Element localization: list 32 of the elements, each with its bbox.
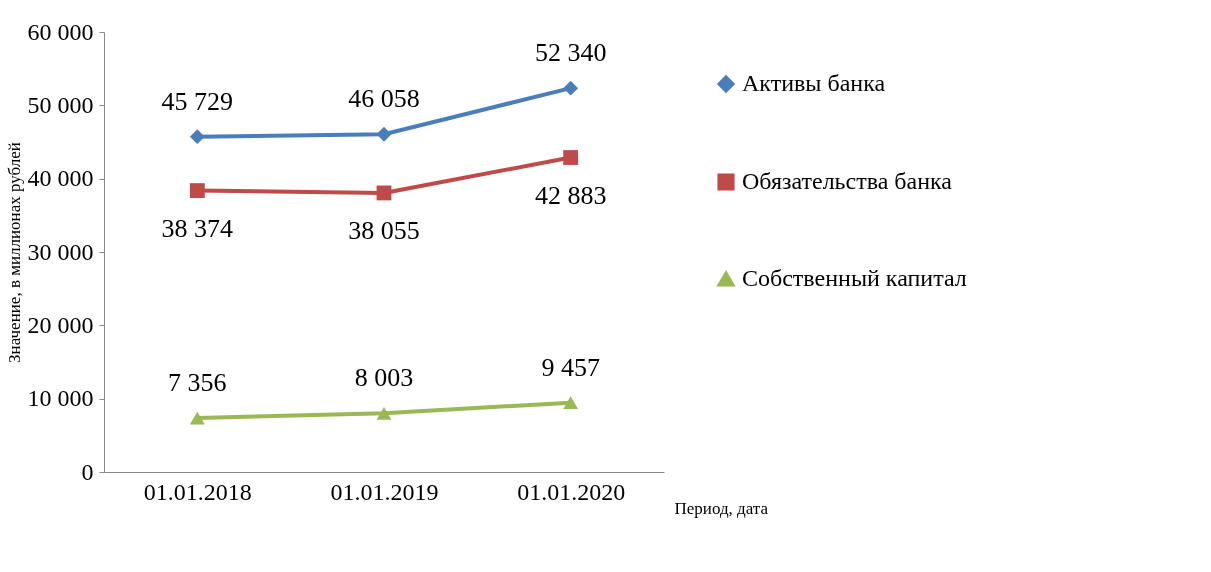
point [563, 80, 579, 96]
data-label: 38 374 [161, 213, 234, 243]
data-label: 46 058 [348, 84, 420, 114]
y-tick-label: 30 000 [27, 238, 94, 265]
data-label: 7 356 [168, 368, 227, 398]
x-tick-label: 01.01.2018 [143, 478, 252, 505]
y-tick-label: 40 000 [27, 165, 94, 192]
data-label: 8 003 [354, 363, 414, 393]
point [376, 126, 392, 142]
x-tick-label: 01.01.2020 [517, 478, 626, 505]
y-axis-title: Значение, в миллионах рублей [4, 142, 24, 363]
y-tick-label: 60 000 [27, 18, 94, 45]
point [189, 411, 205, 425]
data-label: 52 340 [534, 38, 607, 68]
point [563, 396, 579, 410]
point [563, 150, 579, 165]
y-tick-label: 0 [81, 458, 94, 485]
point [189, 183, 205, 199]
data-label: 45 729 [161, 86, 234, 116]
y-tick-label: 10 000 [27, 385, 94, 412]
data-label: 9 457 [541, 352, 600, 382]
data-label: 42 883 [534, 180, 607, 210]
point [376, 406, 392, 420]
x-tick-label: 01.01.2019 [330, 478, 439, 505]
legend-label: Собственный капитал [742, 265, 967, 291]
legend-label: Обязательства банка [742, 168, 953, 194]
y-tick-label: 50 000 [27, 91, 94, 118]
y-tick-label: 20 000 [27, 311, 94, 338]
legend-label: Активы банка [742, 70, 886, 96]
x-axis-title: Период, дата [674, 498, 769, 518]
point [189, 129, 205, 145]
data-label: 38 055 [348, 215, 420, 245]
